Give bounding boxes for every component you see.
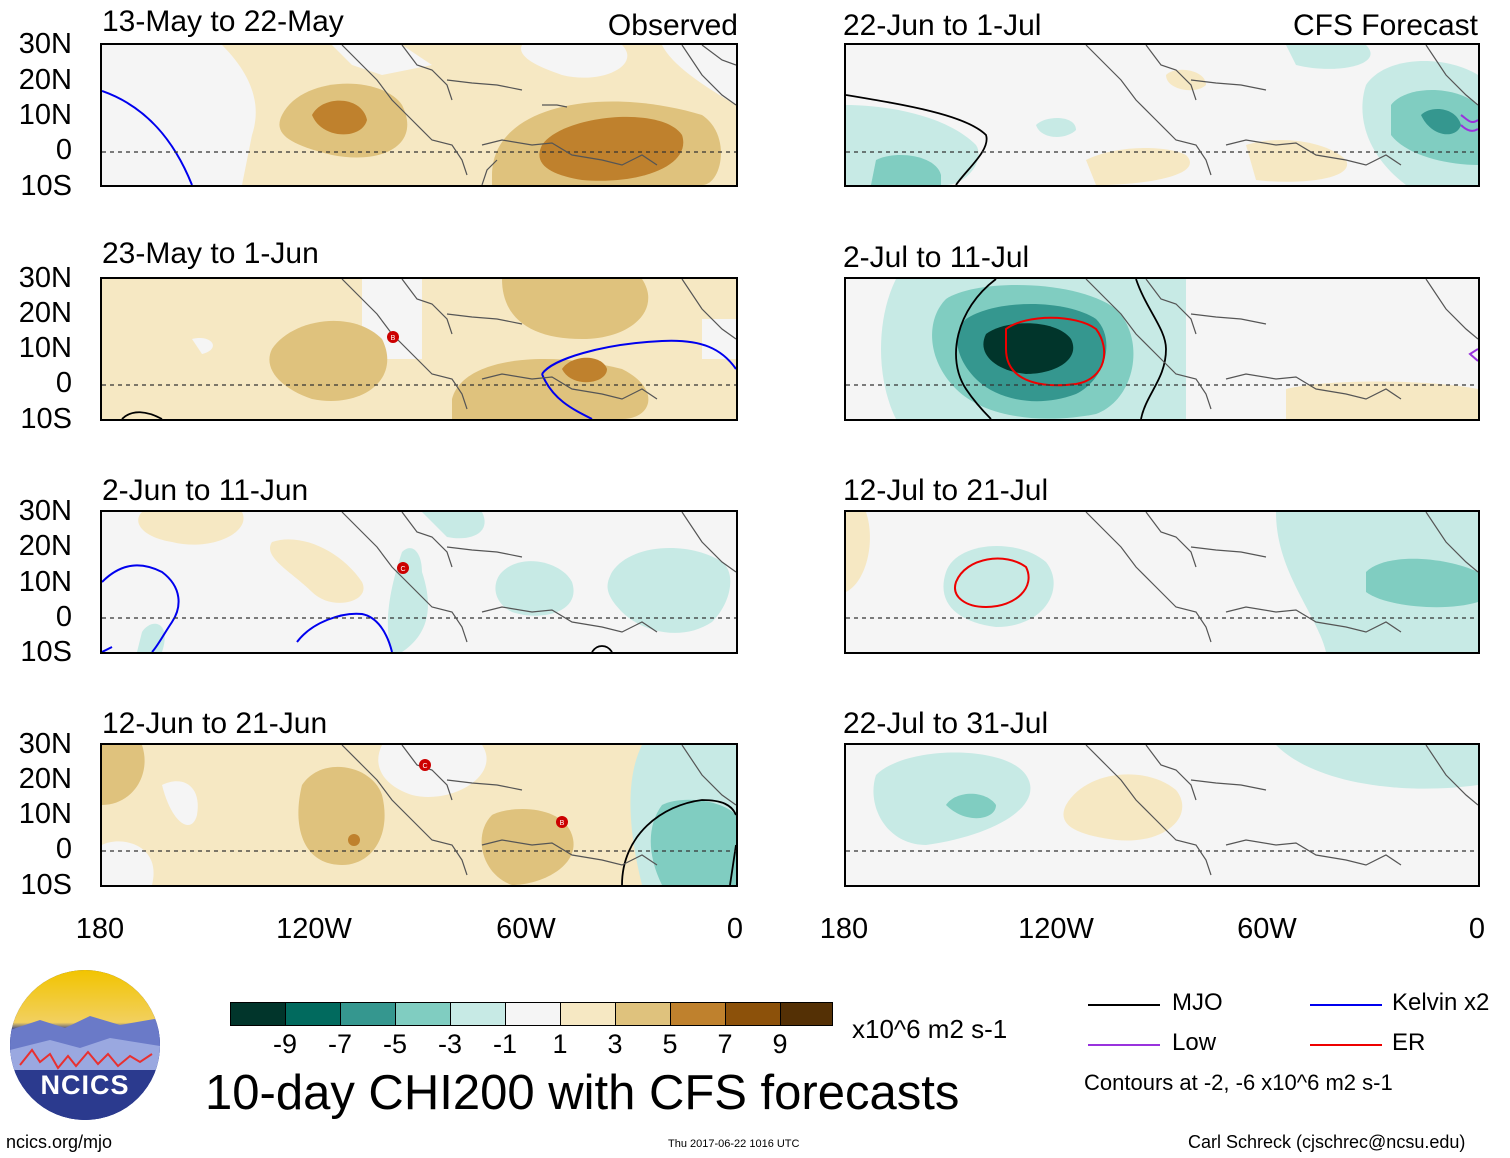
colorbar-cell bbox=[615, 1002, 671, 1026]
legend-label-mjo: MJO bbox=[1172, 989, 1223, 1016]
lat-tick: 10S bbox=[20, 403, 72, 435]
footer-timestamp: Thu 2017-06-22 1016 UTC bbox=[668, 1138, 800, 1150]
panel-title-obs-4: 12-Jun to 21-Jun bbox=[102, 707, 328, 740]
map-observed-12jun-21jun: C B bbox=[100, 743, 738, 887]
lat-tick: 0 bbox=[55, 134, 72, 166]
footer-website[interactable]: ncics.org/mjo bbox=[6, 1132, 113, 1152]
colorbar-cell bbox=[505, 1002, 561, 1026]
map-forecast-22jul-31jul bbox=[844, 743, 1480, 887]
legend-line-low bbox=[1088, 1044, 1160, 1046]
colorbar-label: -1 bbox=[492, 1029, 517, 1059]
legend-line-kelvin bbox=[1310, 1004, 1382, 1006]
colorbar-label: -9 bbox=[272, 1029, 297, 1059]
lat-tick: 20N bbox=[18, 763, 72, 795]
colorbar-label: -5 bbox=[382, 1029, 407, 1059]
lat-tick: 10N bbox=[18, 332, 72, 364]
lon-tick: 180 bbox=[819, 913, 869, 945]
legend-line-mjo bbox=[1088, 1004, 1160, 1006]
storm-marker-label: B bbox=[391, 335, 396, 342]
lon-tick: 60W bbox=[496, 913, 556, 945]
panel-title-fc-1: 22-Jun to 1-Jul bbox=[843, 9, 1042, 42]
colorbar-cell bbox=[230, 1002, 286, 1026]
storm-marker: B bbox=[556, 816, 568, 828]
storm-marker-label: C bbox=[400, 566, 405, 573]
main-title: 10-day CHI200 with CFS forecasts bbox=[205, 1066, 960, 1120]
legend-label-kelvin: Kelvin x2 bbox=[1392, 989, 1490, 1016]
legend-label-er: ER bbox=[1392, 1029, 1426, 1056]
colorbar-label: -3 bbox=[437, 1029, 462, 1059]
storm-marker: C bbox=[397, 562, 409, 574]
colorbar-label: 9 bbox=[772, 1029, 788, 1059]
storm-marker: B bbox=[387, 331, 399, 343]
lat-tick: 10N bbox=[18, 99, 72, 131]
legend-label-low: Low bbox=[1172, 1029, 1217, 1056]
colorbar-cell bbox=[285, 1002, 341, 1026]
contours-note: Contours at -2, -6 x10^6 m2 s-1 bbox=[1084, 1070, 1393, 1095]
lat-tick: 30N bbox=[18, 728, 72, 760]
lon-tick: 120W bbox=[1018, 913, 1094, 945]
colorbar-cell bbox=[340, 1002, 396, 1026]
colorbar-label: 1 bbox=[552, 1029, 568, 1059]
colorbar-cell bbox=[450, 1002, 506, 1026]
lat-tick: 20N bbox=[18, 297, 72, 329]
lat-tick: 10N bbox=[18, 566, 72, 598]
panel-title-fc-3: 12-Jul to 21-Jul bbox=[843, 474, 1049, 507]
storm-marker-label: C bbox=[422, 763, 427, 770]
map-observed-2jun-11jun: C bbox=[100, 510, 738, 654]
lat-tick: 20N bbox=[18, 64, 72, 96]
colorbar-label: 3 bbox=[607, 1029, 623, 1059]
lat-tick: 0 bbox=[55, 601, 72, 633]
lat-tick: 20N bbox=[18, 530, 72, 562]
lat-tick: 30N bbox=[18, 495, 72, 527]
lat-tick: 0 bbox=[55, 833, 72, 865]
colorbar-cell bbox=[560, 1002, 616, 1026]
legend-line-er bbox=[1310, 1044, 1382, 1046]
panel-title-obs-3: 2-Jun to 11-Jun bbox=[102, 474, 309, 507]
colorbar-cell bbox=[670, 1002, 726, 1026]
map-forecast-22jun-1jul bbox=[844, 43, 1480, 187]
logo-text: NCICS bbox=[40, 1070, 130, 1100]
lat-tick: 10S bbox=[20, 869, 72, 901]
colorbar-label: -7 bbox=[327, 1029, 352, 1059]
observed-label: Observed bbox=[607, 9, 738, 42]
lon-tick: 120W bbox=[276, 913, 352, 945]
map-observed-13may-22may bbox=[100, 43, 738, 187]
ncics-logo: NCICS bbox=[10, 970, 160, 1120]
colorbar-cell bbox=[780, 1002, 833, 1026]
panel-title-obs-1: 13-May to 22-May bbox=[102, 5, 344, 38]
panel-title-obs-2: 23-May to 1-Jun bbox=[102, 237, 319, 270]
panel-title-fc-2: 2-Jul to 11-Jul bbox=[843, 241, 1030, 274]
lat-tick: 0 bbox=[55, 367, 72, 399]
lat-tick: 30N bbox=[18, 262, 72, 294]
colorbar-label: 5 bbox=[662, 1029, 678, 1059]
lat-tick: 30N bbox=[18, 28, 72, 60]
lon-tick: 60W bbox=[1237, 913, 1297, 945]
lon-tick: 0 bbox=[726, 913, 744, 945]
colorbar-units: x10^6 m2 s-1 bbox=[852, 1014, 1008, 1044]
lat-tick: 10N bbox=[18, 798, 72, 830]
map-forecast-12jul-21jul bbox=[844, 510, 1480, 654]
lat-tick: 10S bbox=[20, 636, 72, 668]
storm-marker-label: B bbox=[560, 820, 565, 827]
map-forecast-2jul-11jul bbox=[844, 277, 1480, 421]
footer-author[interactable]: Carl Schreck (cjschrec@ncsu.edu) bbox=[1188, 1132, 1466, 1152]
forecast-label: CFS Forecast bbox=[1292, 9, 1478, 42]
colorbar-cell bbox=[395, 1002, 451, 1026]
lat-tick: 10S bbox=[20, 170, 72, 202]
storm-marker: C bbox=[419, 759, 431, 771]
map-observed-23may-1jun: B bbox=[100, 277, 738, 421]
colorbar-label: 7 bbox=[717, 1029, 733, 1059]
lon-tick: 0 bbox=[1468, 913, 1486, 945]
panel-title-fc-4: 22-Jul to 31-Jul bbox=[843, 707, 1049, 740]
lon-tick: 180 bbox=[75, 913, 125, 945]
colorbar-cell bbox=[725, 1002, 781, 1026]
